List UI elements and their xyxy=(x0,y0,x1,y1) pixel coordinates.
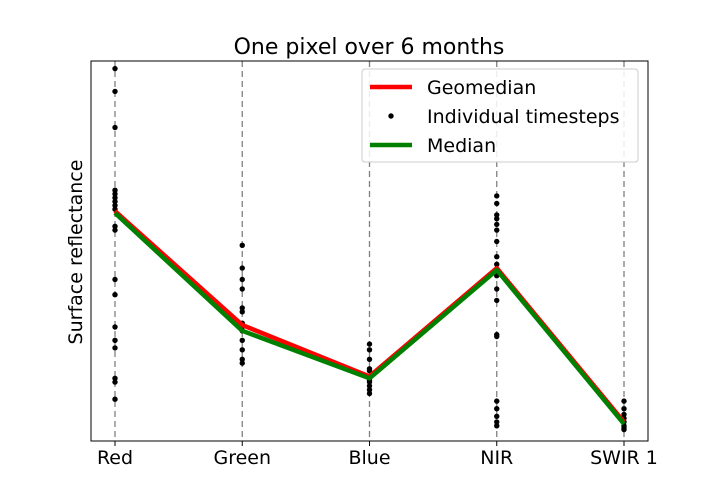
timestep-point xyxy=(494,212,500,218)
timestep-point xyxy=(494,398,500,404)
legend-swatch xyxy=(388,113,394,119)
timestep-point xyxy=(621,398,627,404)
timestep-point xyxy=(112,375,118,381)
timestep-point xyxy=(112,396,118,402)
timestep-point xyxy=(112,324,118,330)
timestep-point xyxy=(366,387,373,393)
timestep-point xyxy=(494,286,500,292)
timestep-point xyxy=(239,347,245,353)
x-tick-label: SWIR 1 xyxy=(590,447,658,469)
legend-label: Individual timesteps xyxy=(427,106,620,128)
timestep-point xyxy=(239,309,245,315)
timestep-point xyxy=(239,356,245,362)
timestep-point xyxy=(112,276,118,283)
legend-box xyxy=(361,68,639,163)
timestep-point xyxy=(112,191,118,197)
series-layer xyxy=(112,65,627,433)
timestep-point xyxy=(112,227,118,233)
legend-median: Median xyxy=(370,135,496,157)
timestep-point xyxy=(621,411,627,418)
timestep-point xyxy=(494,406,500,412)
timestep-point xyxy=(494,221,500,228)
timestep-point xyxy=(112,202,118,209)
timestep-point xyxy=(366,356,373,362)
timestep-point xyxy=(366,341,373,347)
timestep-point xyxy=(494,200,500,207)
legend: Geomedian Individual timesteps Median xyxy=(361,68,639,163)
x-tick-label: Red xyxy=(97,447,133,469)
chart-title: One pixel over 6 months xyxy=(234,35,505,60)
timestep-point xyxy=(112,198,118,205)
timestep-point xyxy=(621,406,627,412)
timestep-point xyxy=(366,347,373,353)
timestep-point xyxy=(112,195,118,201)
timestep-point xyxy=(112,337,118,343)
timestep-point xyxy=(494,297,500,304)
timestep-point xyxy=(239,276,245,283)
legend-label: Geomedian xyxy=(427,77,536,99)
timestep-point xyxy=(112,65,118,72)
timestep-point xyxy=(494,216,500,222)
timestep-point xyxy=(112,124,118,131)
timestep-point xyxy=(239,360,245,366)
x-tick-label: NIR xyxy=(480,447,513,469)
timestep-point xyxy=(112,187,118,193)
timestep-point xyxy=(494,419,500,425)
legend-individual-timesteps: Individual timesteps xyxy=(388,106,620,128)
timestep-point xyxy=(239,286,245,292)
legend-label: Median xyxy=(427,135,496,157)
legend-geomedian: Geomedian xyxy=(370,77,536,99)
y-axis-label: Surface reflectance xyxy=(65,160,87,345)
timestep-point xyxy=(494,413,500,419)
timestep-point xyxy=(366,379,373,385)
timestep-point xyxy=(112,379,118,385)
x-tick-label: Blue xyxy=(348,447,390,469)
median-line xyxy=(113,211,626,426)
timestep-point xyxy=(112,88,118,95)
timestep-point xyxy=(494,227,500,233)
timestep-point xyxy=(112,292,118,298)
timestep-point xyxy=(239,265,245,271)
x-tick-label: Green xyxy=(213,447,271,469)
timestep-point xyxy=(112,345,118,351)
timestep-point xyxy=(239,305,245,311)
timestep-point xyxy=(366,368,373,374)
timestep-point xyxy=(494,333,500,340)
timestep-point xyxy=(494,238,500,245)
x-tick-labels: Red Green Blue NIR SWIR 1 xyxy=(97,441,658,469)
timestep-point xyxy=(621,426,627,433)
timestep-point xyxy=(366,383,373,389)
timestep-point xyxy=(494,193,500,199)
timestep-point xyxy=(494,261,500,267)
timestep-point xyxy=(494,423,500,429)
timestep-point xyxy=(366,390,373,397)
timestep-point xyxy=(239,242,245,248)
timestep-point xyxy=(239,337,245,343)
timestep-point xyxy=(494,254,500,260)
timestep-point xyxy=(112,223,118,229)
